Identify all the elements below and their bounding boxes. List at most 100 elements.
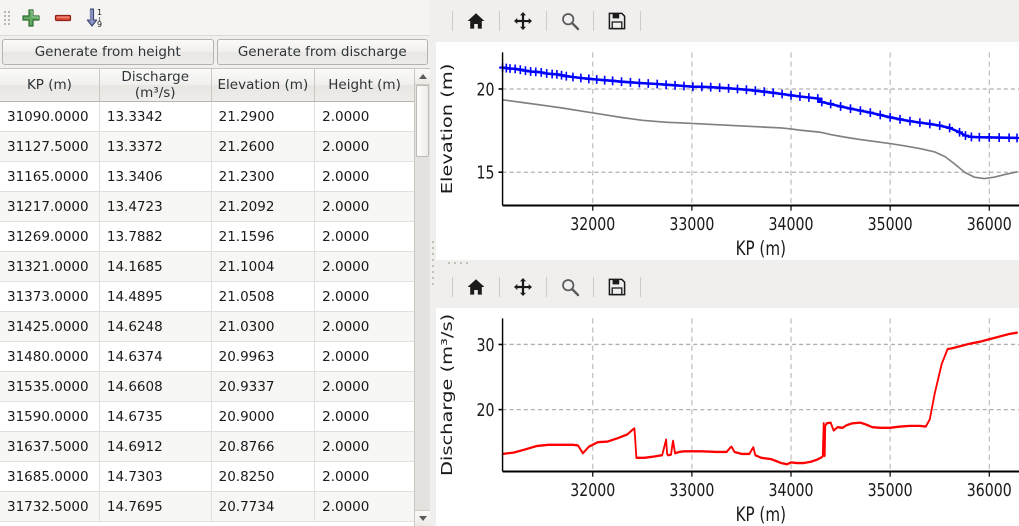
generate-from-discharge-button[interactable]: Generate from discharge <box>216 39 428 65</box>
data-table-scrollview[interactable]: KP (m) Discharge (m³/s) Elevation (m) Heigh… <box>0 69 414 526</box>
panel-splitter[interactable] <box>430 0 436 526</box>
table-row[interactable]: 31269.0000 13.7882 21.1596 2.0000 <box>0 221 414 252</box>
table-cell[interactable]: 13.3342 <box>99 101 212 132</box>
table-cell[interactable]: 2.0000 <box>314 431 414 462</box>
table-cell[interactable]: 20.7734 <box>211 491 316 522</box>
table-cell[interactable]: 31373.0000 <box>0 281 100 312</box>
table-cell[interactable]: 2.0000 <box>314 311 414 342</box>
table-cell[interactable]: 2.0000 <box>314 371 414 402</box>
plot-splitter[interactable] <box>436 260 1019 266</box>
scrollbar-thumb[interactable] <box>416 85 429 157</box>
table-cell[interactable]: 2.0000 <box>314 101 414 132</box>
table-row[interactable]: 31732.5000 14.7695 20.7734 2.0000 <box>0 491 414 522</box>
elevation-plot-canvas[interactable]: 32000 33000 34000 35000 36000 15 20 KP (m) Eleva… <box>436 42 1019 260</box>
sort-ascending-button[interactable]: 1 9 <box>79 2 111 34</box>
add-row-button[interactable] <box>15 2 47 34</box>
generate-from-height-button[interactable]: Generate from height <box>2 39 214 65</box>
zoom-button[interactable] <box>553 271 587 303</box>
table-row[interactable]: 31480.0000 14.6374 20.9963 2.0000 <box>0 341 414 372</box>
scroll-up-arrow-icon[interactable] <box>415 69 430 85</box>
table-vertical-scrollbar[interactable] <box>414 69 430 526</box>
table-cell[interactable]: 31321.0000 <box>0 251 100 282</box>
table-cell[interactable]: 21.2092 <box>211 191 316 222</box>
table-cell[interactable]: 13.4723 <box>99 191 212 222</box>
table-cell[interactable]: 31685.0000 <box>0 461 100 492</box>
table-cell[interactable]: 20.9963 <box>211 341 316 372</box>
save-button[interactable] <box>600 5 634 37</box>
table-row[interactable]: 31321.0000 14.1685 21.1004 2.0000 <box>0 251 414 282</box>
table-cell[interactable]: 21.2900 <box>211 101 316 132</box>
table-cell[interactable]: 31590.0000 <box>0 401 100 432</box>
table-cell[interactable]: 14.6248 <box>99 311 212 342</box>
table-cell[interactable]: 31127.5000 <box>0 131 100 162</box>
table-cell[interactable]: 14.6608 <box>99 371 212 402</box>
column-header[interactable]: KP (m) <box>0 69 100 102</box>
table-cell[interactable]: 2.0000 <box>314 251 414 282</box>
plot-splitter-grip <box>446 262 470 264</box>
table-cell[interactable]: 20.8766 <box>211 431 316 462</box>
table-cell[interactable]: 31637.5000 <box>0 431 100 462</box>
home-button[interactable] <box>459 271 493 303</box>
scroll-down-arrow-icon[interactable] <box>415 510 430 526</box>
table-cell[interactable]: 13.3372 <box>99 131 212 162</box>
zoom-button[interactable] <box>553 5 587 37</box>
table-cell[interactable]: 2.0000 <box>314 401 414 432</box>
table-cell[interactable]: 13.7882 <box>99 221 212 252</box>
table-cell[interactable]: 31217.0000 <box>0 191 100 222</box>
table-cell[interactable]: 21.2300 <box>211 161 316 192</box>
table-row[interactable]: 31127.5000 13.3372 21.2600 2.0000 <box>0 131 414 162</box>
table-cell[interactable]: 21.2600 <box>211 131 316 162</box>
table-cell[interactable]: 20.8250 <box>211 461 316 492</box>
table-cell[interactable]: 2.0000 <box>314 281 414 312</box>
table-row[interactable]: 31217.0000 13.4723 21.2092 2.0000 <box>0 191 414 222</box>
table-cell[interactable]: 2.0000 <box>314 131 414 162</box>
table-cell[interactable]: 2.0000 <box>314 491 414 522</box>
table-cell[interactable]: 21.0508 <box>211 281 316 312</box>
table-cell[interactable]: 14.6735 <box>99 401 212 432</box>
table-cell[interactable]: 2.0000 <box>314 341 414 372</box>
table-cell[interactable]: 31535.0000 <box>0 371 100 402</box>
table-cell[interactable]: 20.9337 <box>211 371 316 402</box>
table-cell[interactable]: 14.4895 <box>99 281 212 312</box>
table-cell[interactable]: 14.7303 <box>99 461 212 492</box>
table-cell[interactable]: 21.1596 <box>211 221 316 252</box>
column-header[interactable]: Discharge (m³/s) <box>99 69 212 102</box>
table-cell[interactable]: 14.6912 <box>99 431 212 462</box>
table-row[interactable]: 31425.0000 14.6248 21.0300 2.0000 <box>0 311 414 342</box>
column-header[interactable]: Height (m) <box>314 69 414 102</box>
save-button[interactable] <box>600 271 634 303</box>
table-row[interactable]: 31637.5000 14.6912 20.8766 2.0000 <box>0 431 414 462</box>
table-cell[interactable]: 14.1685 <box>99 251 212 282</box>
table-cell[interactable]: 2.0000 <box>314 461 414 492</box>
table-cell[interactable]: 20.9000 <box>211 401 316 432</box>
scrollbar-track[interactable] <box>415 85 430 510</box>
home-button[interactable] <box>459 5 493 37</box>
table-cell[interactable]: 2.0000 <box>314 191 414 222</box>
table-row[interactable]: 31090.0000 13.3342 21.2900 2.0000 <box>0 101 414 132</box>
pan-button[interactable] <box>506 5 540 37</box>
table-row[interactable]: 31373.0000 14.4895 21.0508 2.0000 <box>0 281 414 312</box>
table-cell[interactable]: 31480.0000 <box>0 341 100 372</box>
toolbar-drag-handle[interactable] <box>2 6 11 30</box>
column-header[interactable]: Elevation (m) <box>211 69 316 102</box>
table-cell[interactable]: 2.0000 <box>314 221 414 252</box>
table-cell[interactable]: 14.6374 <box>99 341 212 372</box>
table-cell[interactable]: 31732.5000 <box>0 491 100 522</box>
table-row[interactable]: 31685.0000 14.7303 20.8250 2.0000 <box>0 461 414 492</box>
table-cell[interactable]: 21.1004 <box>211 251 316 282</box>
table-cell[interactable]: 13.3406 <box>99 161 212 192</box>
discharge-plot-canvas[interactable]: 32000 33000 34000 35000 36000 20 30 KP (m) Disch… <box>436 308 1019 526</box>
table-cell[interactable]: 31165.0000 <box>0 161 100 192</box>
table-cell[interactable]: 14.7695 <box>99 491 212 522</box>
table-cell[interactable]: 31425.0000 <box>0 311 100 342</box>
table-row[interactable]: 31590.0000 14.6735 20.9000 2.0000 <box>0 401 414 432</box>
remove-row-button[interactable] <box>47 2 79 34</box>
discharge-plot-toolbar <box>436 266 1019 308</box>
table-cell[interactable]: 31090.0000 <box>0 101 100 132</box>
table-cell[interactable]: 2.0000 <box>314 161 414 192</box>
table-row[interactable]: 31535.0000 14.6608 20.9337 2.0000 <box>0 371 414 402</box>
table-row[interactable]: 31165.0000 13.3406 21.2300 2.0000 <box>0 161 414 192</box>
pan-button[interactable] <box>506 271 540 303</box>
table-cell[interactable]: 21.0300 <box>211 311 316 342</box>
table-cell[interactable]: 31269.0000 <box>0 221 100 252</box>
